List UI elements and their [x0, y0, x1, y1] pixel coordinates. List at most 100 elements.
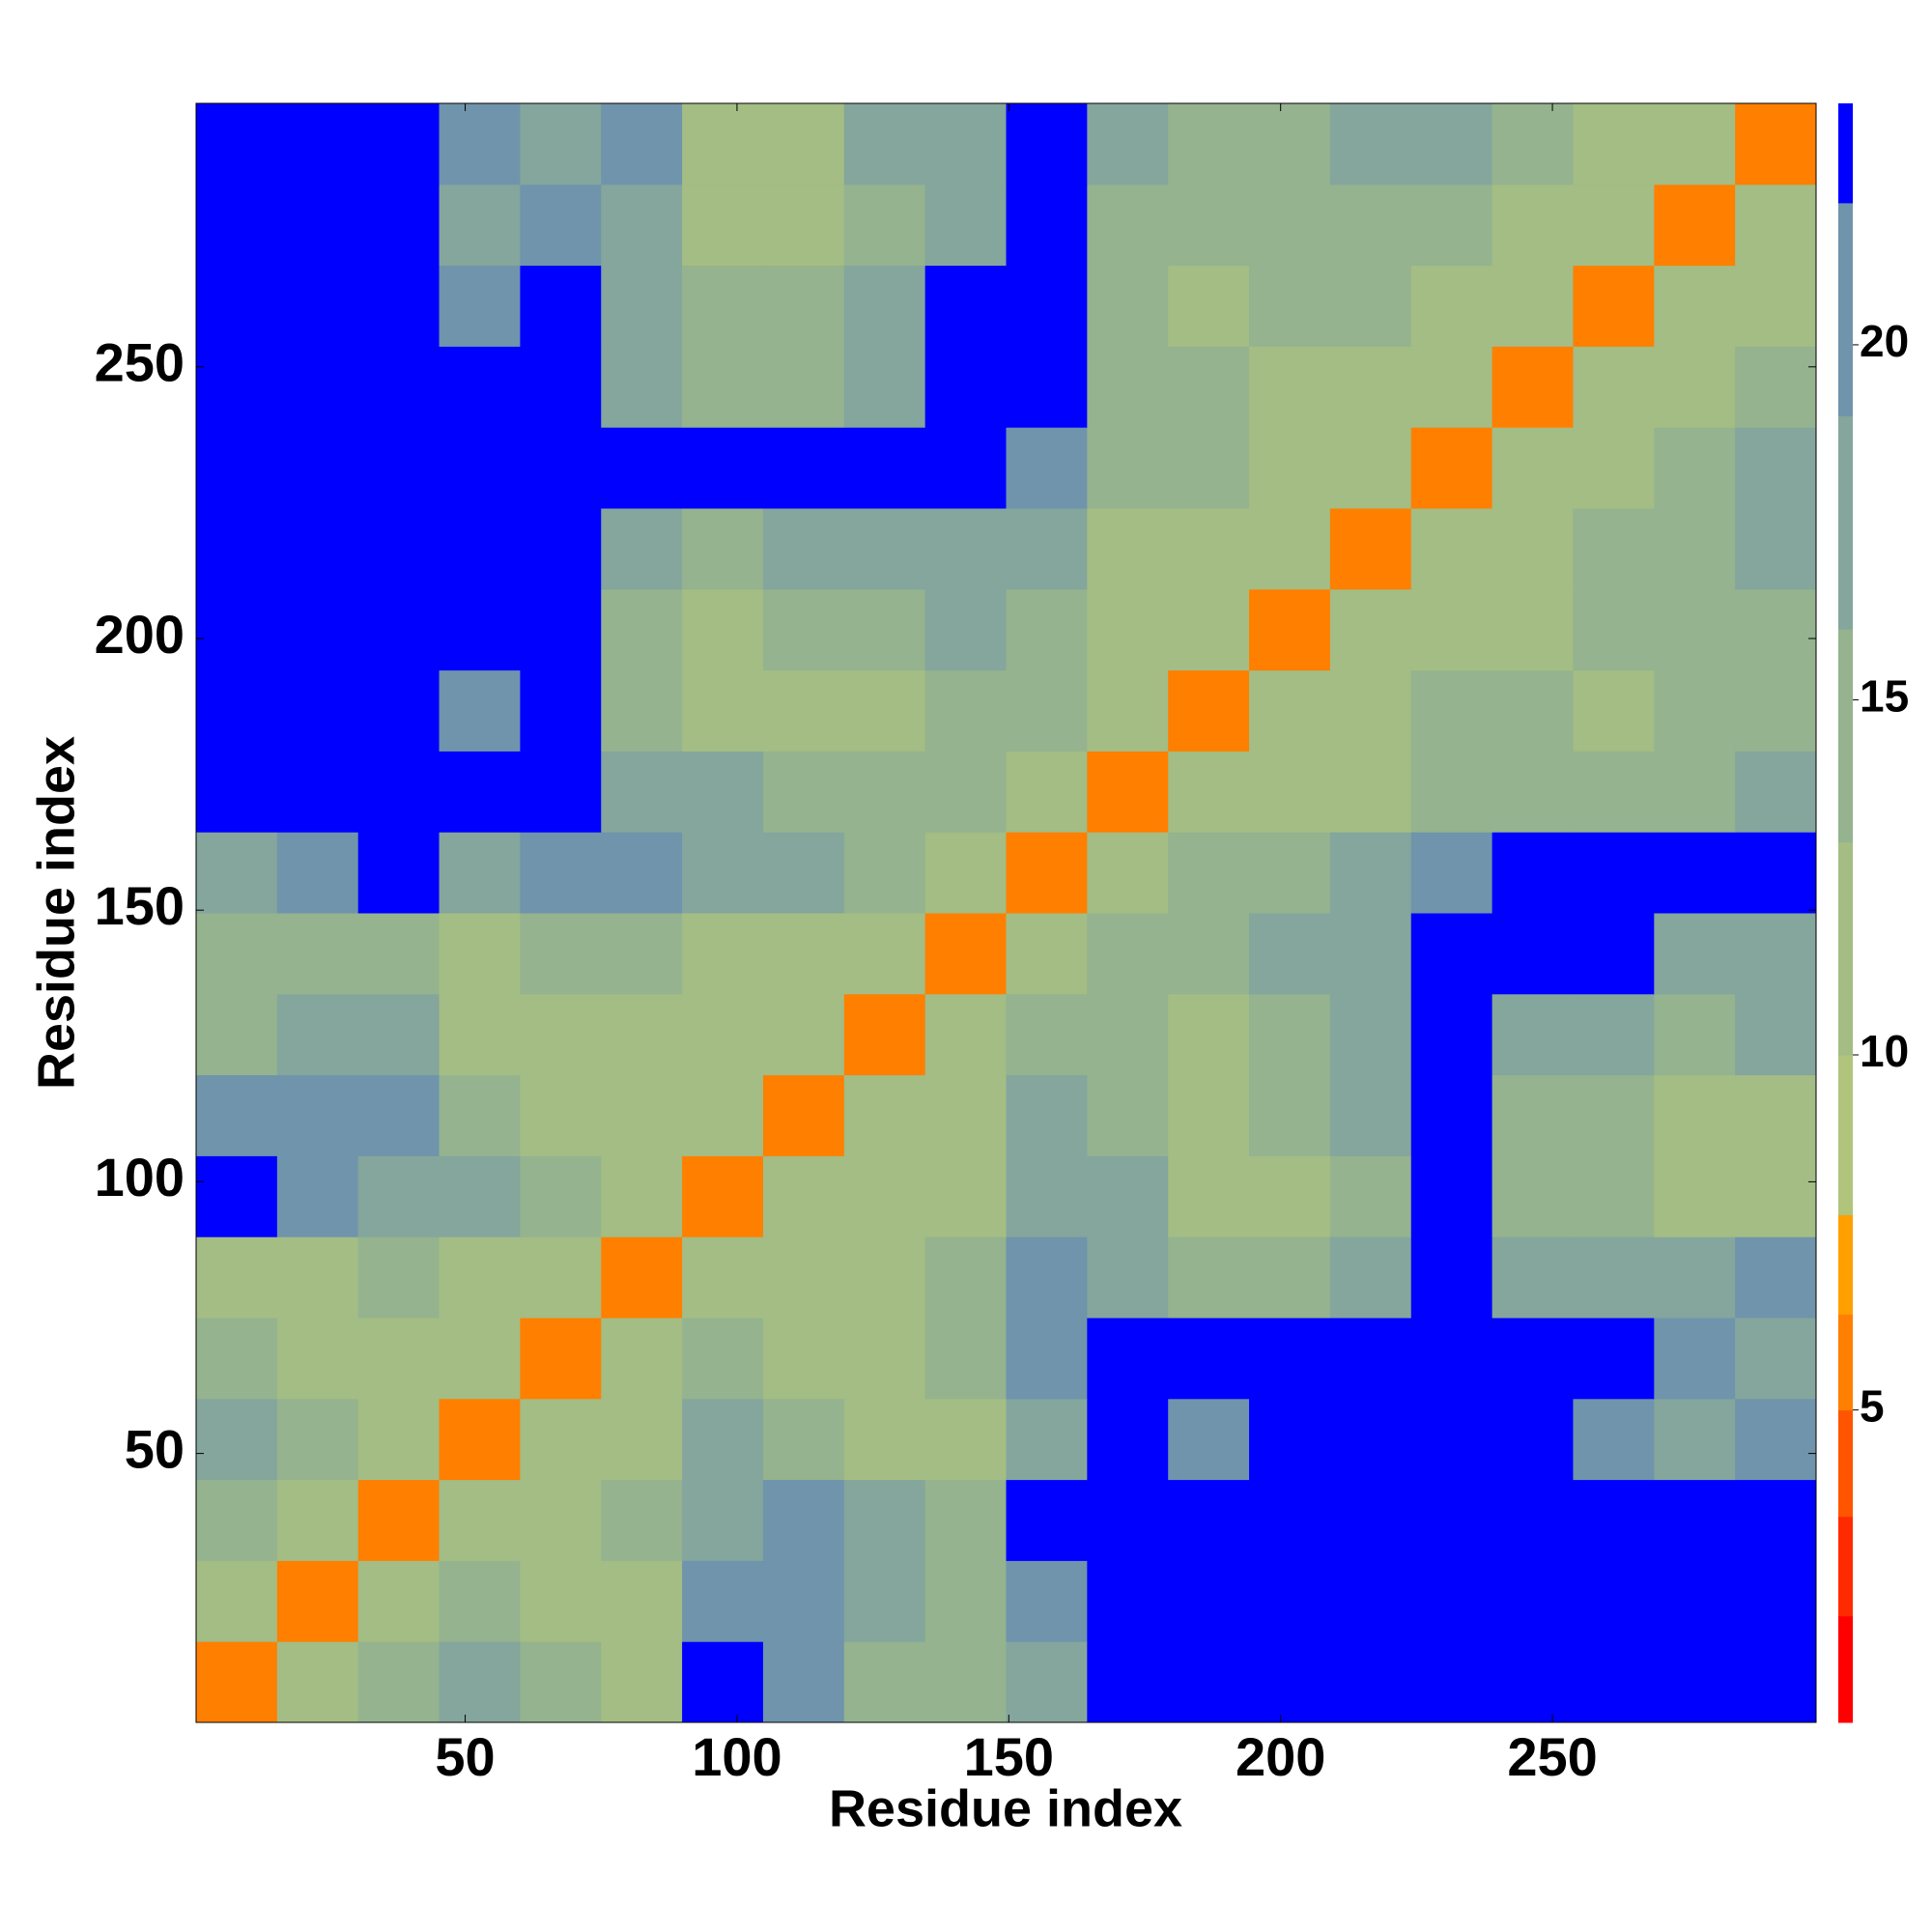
heat-cell — [1006, 1318, 1088, 1400]
heat-cell — [1654, 265, 1736, 347]
x-tick-label: 250 — [1507, 1726, 1597, 1787]
heat-cell — [924, 265, 1007, 347]
heat-cell — [439, 508, 521, 590]
heat-cell — [924, 103, 1007, 185]
heat-cell — [1735, 1318, 1817, 1400]
heat-cell — [1492, 751, 1574, 833]
heat-cell — [276, 1236, 359, 1319]
heat-cell — [439, 184, 521, 267]
heat-cell — [1492, 1318, 1574, 1400]
heat-cell — [1168, 1155, 1250, 1237]
heat-cell — [1249, 993, 1331, 1076]
heat-cell — [1735, 1155, 1817, 1237]
heat-cell — [682, 1155, 764, 1237]
heat-cell — [843, 103, 926, 185]
heat-cell — [1329, 1318, 1412, 1400]
heat-cell — [1087, 184, 1169, 267]
heat-cell — [1492, 1236, 1574, 1319]
heat-cell — [682, 346, 764, 428]
heat-cell — [1410, 184, 1493, 267]
heat-cell — [357, 265, 440, 347]
heat-cell — [1410, 1318, 1493, 1400]
heat-cell — [1654, 1398, 1736, 1481]
heat-cell — [1492, 588, 1574, 671]
heat-cell — [1087, 346, 1169, 428]
heat-cell — [1006, 1398, 1088, 1481]
heat-cell — [682, 669, 764, 752]
heat-cell — [682, 265, 764, 347]
colorbar-segment — [1838, 1409, 1853, 1518]
heat-cell — [843, 1398, 926, 1481]
heat-cell — [1087, 265, 1169, 347]
heat-cell — [1006, 346, 1088, 428]
heat-cell — [1329, 1398, 1412, 1481]
heat-cell — [762, 1074, 845, 1156]
heat-cell — [924, 993, 1007, 1076]
heat-cell — [520, 427, 602, 509]
heat-cell — [843, 1641, 926, 1723]
heat-cell — [1492, 427, 1574, 509]
heat-cell — [520, 1398, 602, 1481]
heat-cell — [601, 1641, 683, 1723]
heat-cell — [196, 832, 278, 914]
y-tick-label: 200 — [95, 604, 185, 665]
heat-cell — [1006, 1236, 1088, 1319]
heat-cell — [357, 1398, 440, 1481]
heat-cell — [1087, 1560, 1169, 1642]
heat-cell — [439, 346, 521, 428]
heat-cell — [276, 669, 359, 752]
heat-cell — [1654, 832, 1736, 914]
heat-cell — [1087, 508, 1169, 590]
heat-cell — [1573, 669, 1655, 752]
heat-cell — [439, 751, 521, 833]
heat-cell — [1573, 1236, 1655, 1319]
heat-cell — [1168, 1074, 1250, 1156]
heat-cell — [1006, 1560, 1088, 1642]
heat-cell — [843, 1560, 926, 1642]
heat-cell — [1735, 1560, 1817, 1642]
heat-cell — [1249, 832, 1331, 914]
heat-cell — [357, 751, 440, 833]
heat-cell — [1249, 427, 1331, 509]
heat-cell — [601, 588, 683, 671]
heat-cell — [1735, 508, 1817, 590]
heat-cell — [1654, 1155, 1736, 1237]
heat-cell — [1492, 1560, 1574, 1642]
heat-cell — [924, 1236, 1007, 1319]
heat-cell — [520, 913, 602, 995]
heat-cell — [762, 669, 845, 752]
heat-cell — [1654, 1074, 1736, 1156]
heat-cell — [439, 1236, 521, 1319]
heat-cell — [682, 508, 764, 590]
heat-cell — [1087, 913, 1169, 995]
heat-cell — [357, 913, 440, 995]
heat-cell — [276, 1398, 359, 1481]
heat-cell — [520, 1479, 602, 1561]
heat-cell — [276, 427, 359, 509]
heat-cell — [1168, 993, 1250, 1076]
heat-cell — [924, 832, 1007, 914]
x-tick-label: 150 — [964, 1726, 1054, 1787]
heat-cell — [601, 265, 683, 347]
heat-cell — [196, 103, 278, 185]
heat-cell — [1329, 508, 1412, 590]
heat-cell — [1168, 1236, 1250, 1319]
heat-cell — [601, 346, 683, 428]
heat-cell — [1410, 1236, 1493, 1319]
heat-cell — [439, 1074, 521, 1156]
heat-cell — [1249, 588, 1331, 671]
y-tick-label: 50 — [125, 1418, 185, 1479]
heat-cell — [196, 1318, 278, 1400]
heat-cell — [843, 913, 926, 995]
heat-cell — [762, 1236, 845, 1319]
heat-cell — [1573, 913, 1655, 995]
heat-cell — [1006, 751, 1088, 833]
heat-cell — [1087, 993, 1169, 1076]
heat-cell — [1329, 993, 1412, 1076]
heat-cell — [1006, 993, 1088, 1076]
heat-cell — [843, 1074, 926, 1156]
heat-cell — [520, 751, 602, 833]
heat-cell — [924, 751, 1007, 833]
heat-cell — [1492, 1479, 1574, 1561]
colorbar-segment — [1838, 1314, 1853, 1411]
